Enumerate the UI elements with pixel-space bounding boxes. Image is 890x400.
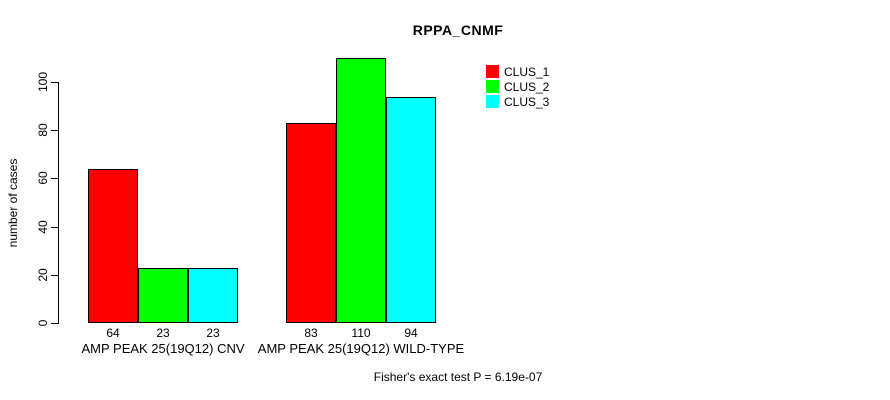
annotation-fisher-test: Fisher's exact test P = 6.19e-07 — [373, 370, 543, 384]
bar-value-label: 110 — [351, 326, 371, 340]
bar-value-label: 83 — [304, 326, 318, 340]
y-axis-tick-label: 60 — [36, 171, 50, 186]
bar-value-label: 23 — [156, 326, 170, 340]
bar-clus_3-group1 — [188, 267, 238, 323]
y-axis-tick-label: 0 — [36, 319, 50, 327]
y-axis-line — [58, 82, 59, 324]
bar-value-label: 64 — [106, 326, 120, 340]
bar-clus_2-group1 — [138, 267, 188, 323]
y-axis-tick-label: 20 — [36, 268, 50, 282]
legend-swatch-clus_1 — [486, 65, 499, 78]
category-label: AMP PEAK 25(19Q12) WILD-TYPE — [257, 341, 465, 356]
chart-title: RPPA_CNMF — [412, 22, 504, 38]
y-axis-tick-label: 40 — [36, 219, 50, 234]
bar-value-label: 94 — [404, 326, 418, 340]
y-axis-tick — [51, 274, 58, 276]
y-axis-tick — [51, 323, 58, 324]
bar-clus_1-group2 — [286, 123, 336, 323]
y-axis-tick-label: 80 — [36, 123, 50, 137]
bar-value-label: 23 — [206, 326, 220, 340]
y-axis-label: number of cases — [6, 158, 20, 248]
legend-label-clus_3: CLUS_3 — [504, 95, 550, 109]
y-axis-tick — [51, 226, 58, 228]
bar-clus_2-group2 — [336, 58, 386, 323]
y-axis-tick — [51, 82, 58, 84]
legend-swatch-clus_2 — [486, 80, 499, 93]
legend-label-clus_1: CLUS_1 — [504, 65, 550, 79]
bar-clus_3-group2 — [386, 96, 436, 323]
legend-label-clus_2: CLUS_2 — [504, 80, 550, 94]
y-axis-tick — [51, 178, 58, 180]
category-label: AMP PEAK 25(19Q12) CNV — [81, 341, 245, 356]
bar-clus_1-group1 — [88, 168, 138, 323]
y-axis-tick-label: 100 — [36, 72, 50, 93]
legend-swatch-clus_3 — [486, 95, 499, 108]
y-axis-tick — [51, 130, 58, 132]
